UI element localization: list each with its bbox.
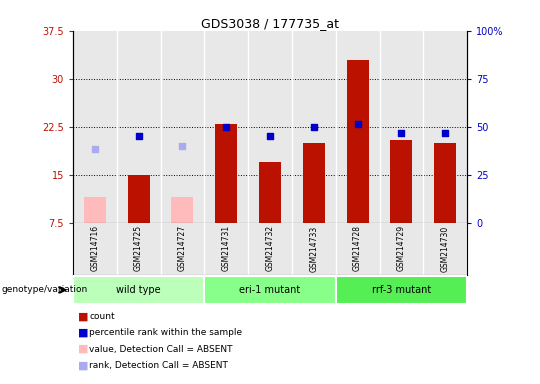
Text: rank, Detection Call = ABSENT: rank, Detection Call = ABSENT xyxy=(89,361,228,370)
Bar xyxy=(215,124,237,223)
Bar xyxy=(303,143,325,223)
Text: count: count xyxy=(89,312,114,321)
Text: ■: ■ xyxy=(78,328,89,338)
Text: GSM214725: GSM214725 xyxy=(134,225,143,271)
Text: GSM214728: GSM214728 xyxy=(353,225,362,271)
Text: value, Detection Call = ABSENT: value, Detection Call = ABSENT xyxy=(89,344,233,354)
Point xyxy=(134,133,143,139)
Text: GSM214729: GSM214729 xyxy=(397,225,406,271)
Text: GSM214733: GSM214733 xyxy=(309,225,318,271)
Bar xyxy=(127,175,150,223)
Text: GSM214731: GSM214731 xyxy=(222,225,231,271)
Bar xyxy=(434,143,456,223)
Text: GDS3038 / 177735_at: GDS3038 / 177735_at xyxy=(201,17,339,30)
Text: rrf-3 mutant: rrf-3 mutant xyxy=(372,285,431,295)
Point xyxy=(353,121,362,127)
Point xyxy=(309,124,318,130)
Point xyxy=(441,130,449,136)
Text: ■: ■ xyxy=(78,360,89,370)
Bar xyxy=(347,60,368,223)
Bar xyxy=(259,162,281,223)
Bar xyxy=(84,197,106,223)
Bar xyxy=(204,276,336,304)
Text: wild type: wild type xyxy=(116,285,161,295)
Bar xyxy=(73,276,204,304)
Text: GSM214730: GSM214730 xyxy=(441,225,450,271)
Bar xyxy=(390,139,413,223)
Text: genotype/variation: genotype/variation xyxy=(1,285,87,295)
Text: GSM214732: GSM214732 xyxy=(266,225,274,271)
Bar xyxy=(336,276,467,304)
Text: ■: ■ xyxy=(78,344,89,354)
Point xyxy=(222,124,231,130)
Text: GSM214727: GSM214727 xyxy=(178,225,187,271)
Text: percentile rank within the sample: percentile rank within the sample xyxy=(89,328,242,338)
Point xyxy=(266,133,274,139)
Point xyxy=(178,143,187,149)
Text: ■: ■ xyxy=(78,312,89,322)
Bar xyxy=(172,197,193,223)
Point xyxy=(91,146,99,152)
Point xyxy=(397,130,406,136)
Text: GSM214716: GSM214716 xyxy=(90,225,99,271)
Text: eri-1 mutant: eri-1 mutant xyxy=(239,285,301,295)
